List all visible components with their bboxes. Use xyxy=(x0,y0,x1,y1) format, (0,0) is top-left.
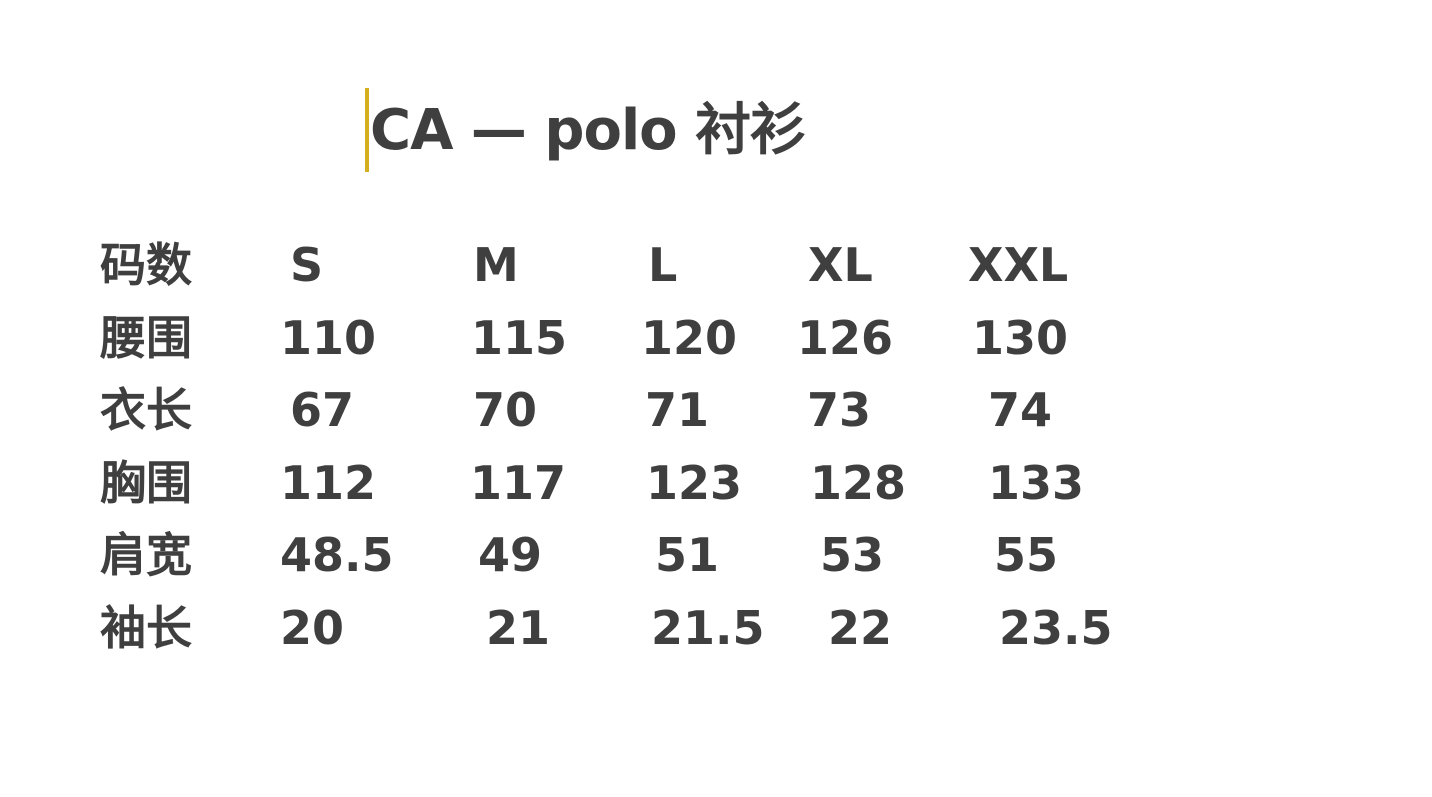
size-header: XL xyxy=(808,238,873,292)
size-header: L xyxy=(648,238,678,292)
row-label: 腰围 xyxy=(100,311,192,365)
cell: 133 xyxy=(988,456,1085,510)
cell: 51 xyxy=(655,528,720,582)
cell: 120 xyxy=(641,311,738,365)
cell: 55 xyxy=(994,528,1059,582)
cell: 130 xyxy=(972,311,1069,365)
cell: 22 xyxy=(828,601,893,655)
cell: 21 xyxy=(486,601,551,655)
row-label: 袖长 xyxy=(100,601,192,655)
cell: 21.5 xyxy=(651,601,765,655)
cell: 73 xyxy=(807,383,872,437)
size-header: S xyxy=(290,238,324,292)
row-label: 码数 xyxy=(100,238,192,292)
cell: 112 xyxy=(280,456,377,510)
cell: 128 xyxy=(810,456,907,510)
cell: 53 xyxy=(820,528,885,582)
page-title: CA — polo 衬衫 xyxy=(370,98,806,163)
size-header: XXL xyxy=(968,238,1069,292)
cell: 23.5 xyxy=(999,601,1113,655)
size-header: M xyxy=(473,238,519,292)
cell: 67 xyxy=(290,383,355,437)
cell: 71 xyxy=(645,383,710,437)
text-cursor xyxy=(365,88,369,172)
cell: 20 xyxy=(280,601,345,655)
cell: 74 xyxy=(988,383,1053,437)
row-label: 衣长 xyxy=(100,383,192,437)
cell: 123 xyxy=(646,456,743,510)
row-label: 胸围 xyxy=(100,456,192,510)
cell: 126 xyxy=(797,311,894,365)
cell: 110 xyxy=(280,311,377,365)
cell: 70 xyxy=(473,383,538,437)
cell: 48.5 xyxy=(280,528,394,582)
cell: 117 xyxy=(470,456,567,510)
cell: 115 xyxy=(471,311,568,365)
cell: 49 xyxy=(478,528,543,582)
row-label: 肩宽 xyxy=(100,528,192,582)
